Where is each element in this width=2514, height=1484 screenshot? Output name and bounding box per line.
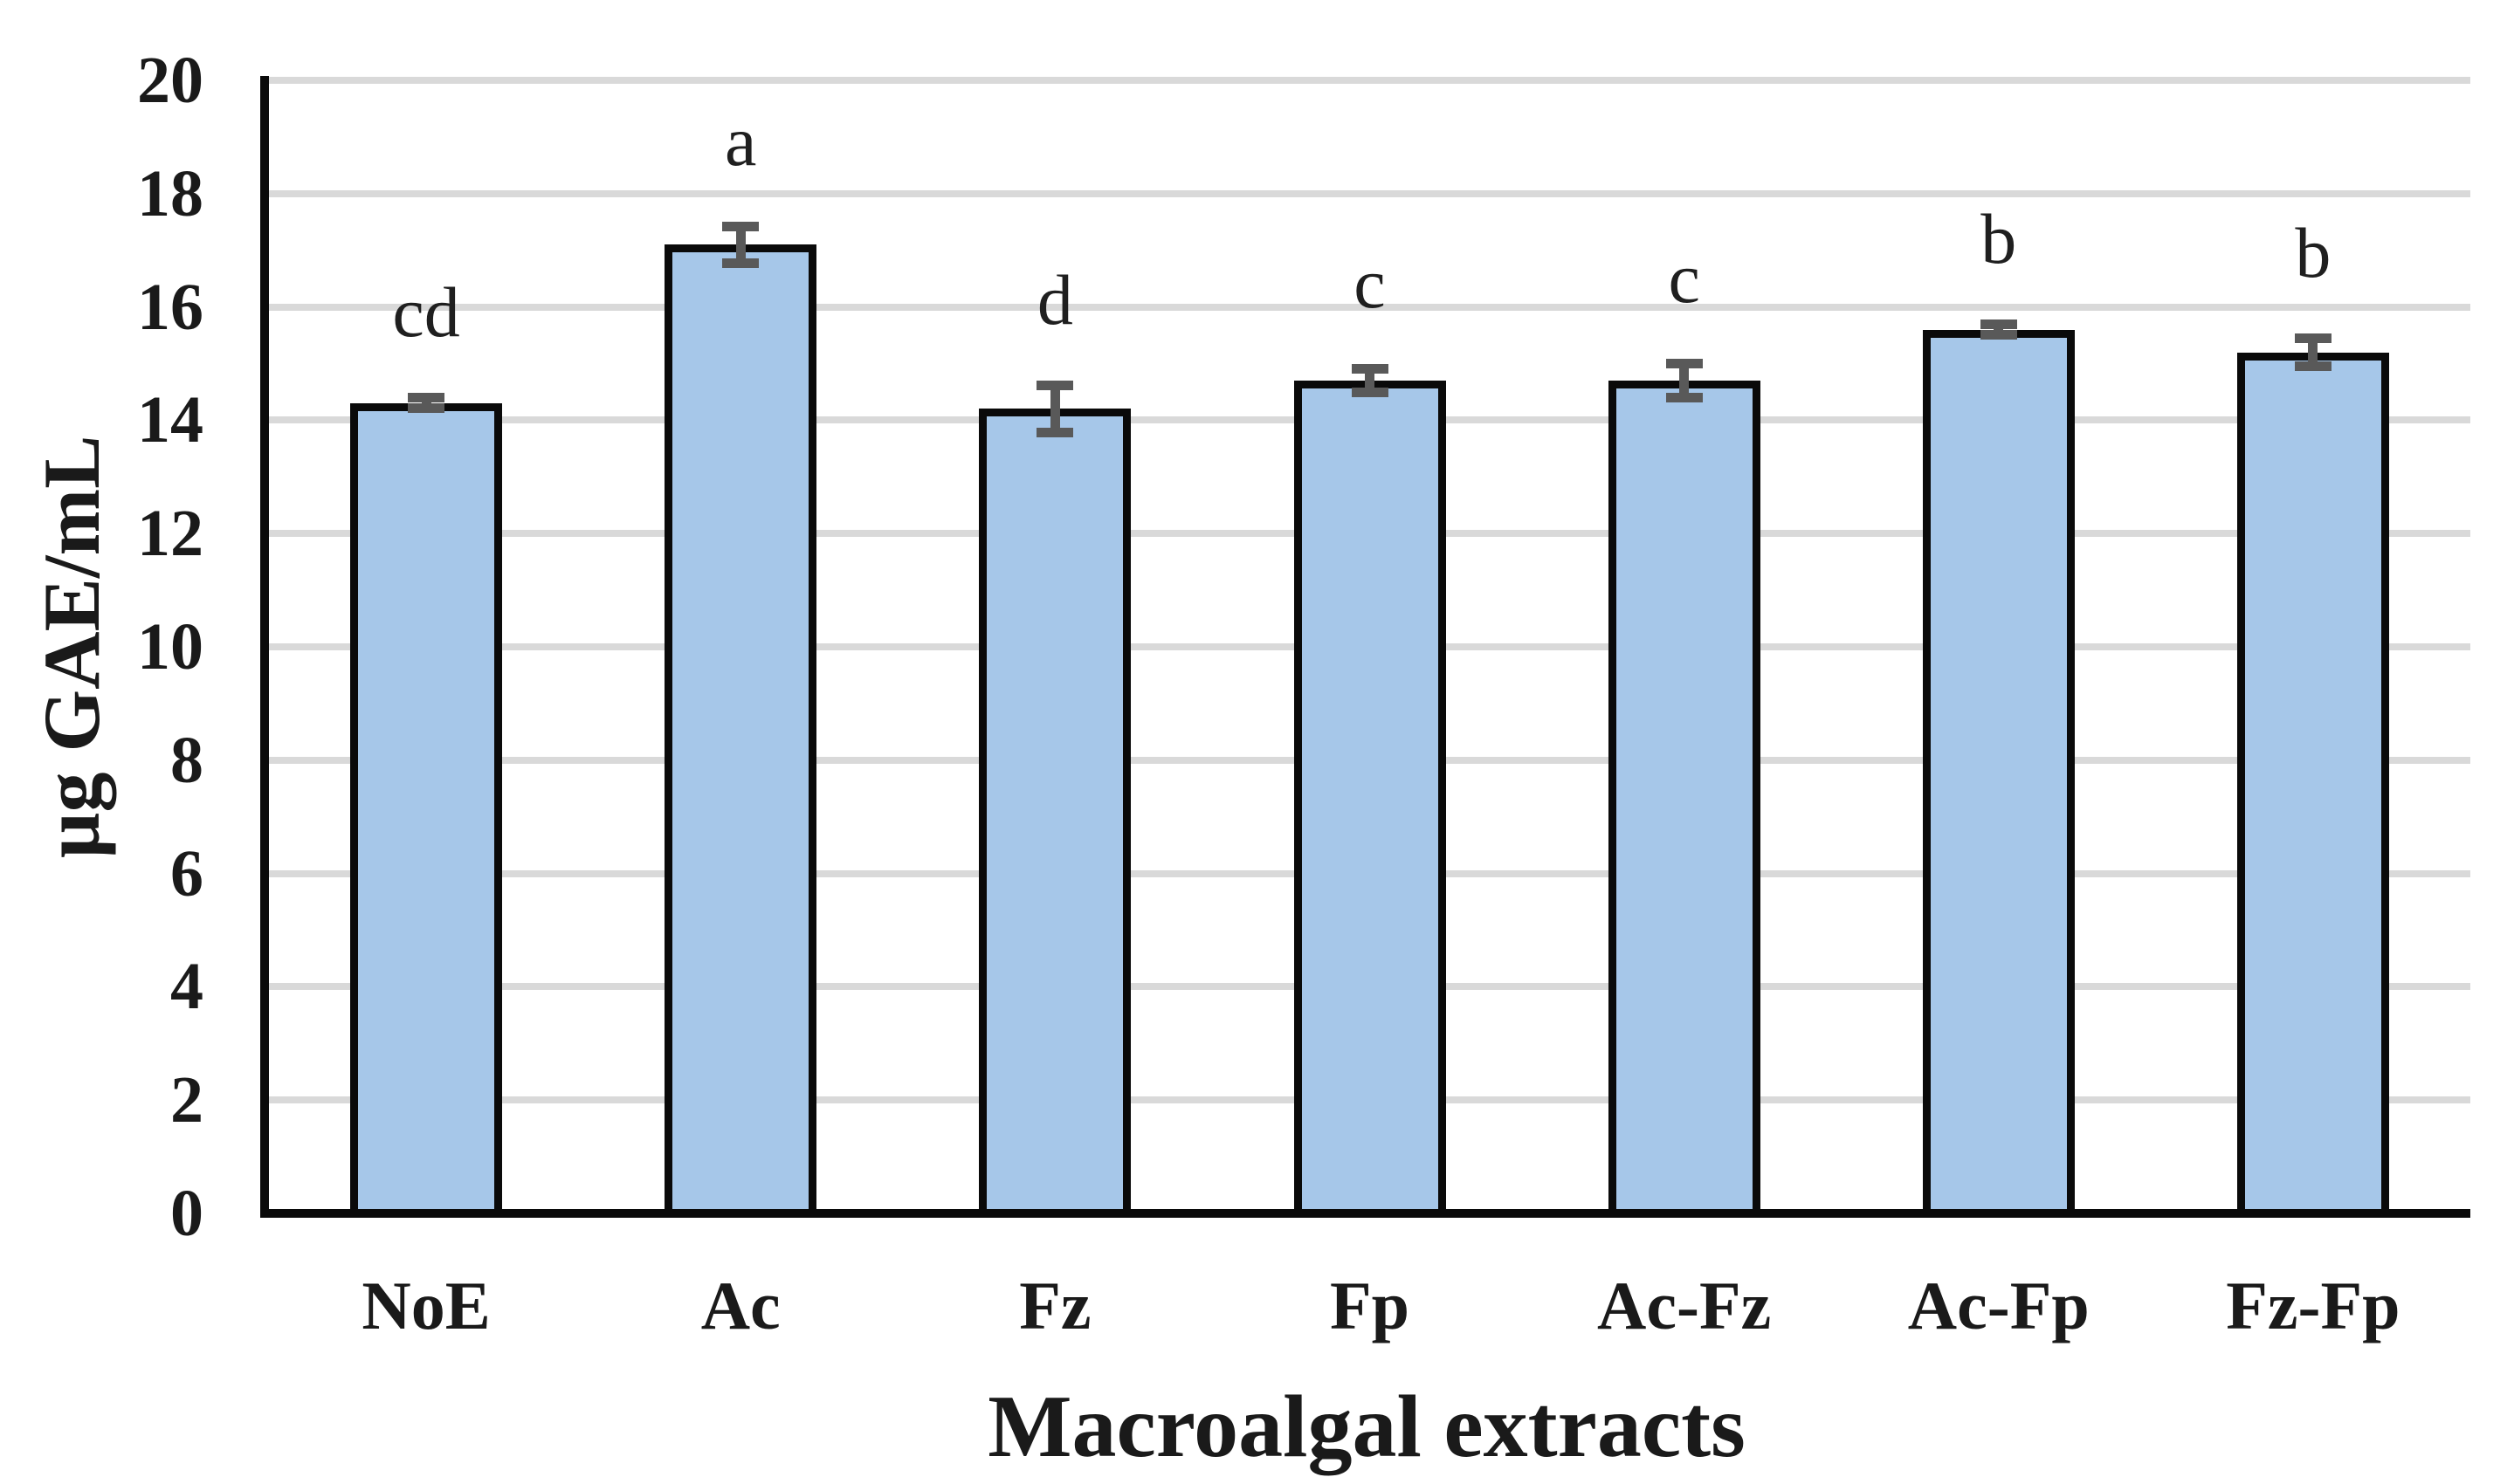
x-category-label: Ac-Fz xyxy=(1597,1268,1772,1343)
error-bar-cap-bottom xyxy=(1980,330,2017,340)
error-bar-line xyxy=(1994,324,2004,336)
error-bar-line xyxy=(735,225,746,264)
significance-letter: b xyxy=(2295,213,2331,293)
bar-Fz-Fp xyxy=(2236,352,2389,1217)
gridline xyxy=(269,189,2470,197)
error-bar-cap-top xyxy=(1980,319,2017,330)
x-axis-line xyxy=(260,1209,2470,1218)
y-tick-label: 14 xyxy=(137,383,203,457)
bar-Ac-Fz xyxy=(1608,380,1760,1217)
error-bar-cap-top xyxy=(408,393,445,403)
y-tick-label: 2 xyxy=(170,1063,203,1137)
gridline xyxy=(269,303,2470,311)
error-bar-cap-bottom xyxy=(2294,361,2331,371)
error-bar-cap-bottom xyxy=(1351,388,1388,398)
significance-letter: b xyxy=(1980,199,2017,279)
x-axis-title: Macroalgal extracts xyxy=(988,1378,1746,1476)
error-bar-cap-bottom xyxy=(722,258,760,268)
bar-Ac-Fp xyxy=(1922,329,2075,1217)
x-category-label: Fz-Fp xyxy=(2226,1268,2400,1343)
y-tick-label: 18 xyxy=(137,156,203,230)
x-category-label: Ac xyxy=(700,1268,781,1343)
error-bar-line xyxy=(1050,384,1060,434)
y-tick-label: 10 xyxy=(137,610,203,684)
error-bar-cap-bottom xyxy=(1037,428,1074,438)
y-tick-label: 4 xyxy=(170,950,203,1024)
x-category-label: Ac-Fp xyxy=(1907,1268,2090,1343)
y-tick-label: 20 xyxy=(137,44,203,117)
x-category-label: Fz xyxy=(1019,1268,1092,1343)
error-bar-line xyxy=(1679,362,1690,399)
y-tick-label: 12 xyxy=(137,497,203,571)
significance-letter: a xyxy=(725,100,757,181)
error-bar-line xyxy=(2308,338,2318,367)
error-bar-cap-bottom xyxy=(1665,393,1703,403)
x-category-label: Fp xyxy=(1329,1268,1410,1343)
bar-Fz xyxy=(979,409,1132,1217)
significance-letter: c xyxy=(1353,243,1386,323)
y-axis-line xyxy=(260,76,269,1218)
error-bar-cap-top xyxy=(1665,358,1703,368)
error-bar-cap-top xyxy=(722,221,760,231)
bar-NoE xyxy=(350,402,503,1217)
y-tick-label: 0 xyxy=(170,1177,203,1250)
significance-letter: c xyxy=(1668,237,1700,318)
y-tick-label: 6 xyxy=(170,836,203,910)
bar-Fp xyxy=(1293,380,1446,1217)
significance-letter: cd xyxy=(392,272,460,353)
error-bar-line xyxy=(1365,368,1374,394)
error-bar-line xyxy=(421,397,431,409)
significance-letter: d xyxy=(1037,259,1073,340)
gridline xyxy=(269,77,2470,84)
error-bar-cap-top xyxy=(2294,333,2331,344)
y-tick-label: 8 xyxy=(170,723,203,797)
error-bar-cap-top xyxy=(1037,380,1074,390)
error-bar-cap-top xyxy=(1351,363,1388,374)
y-tick-label: 16 xyxy=(137,270,203,344)
error-bar-cap-bottom xyxy=(408,403,445,414)
x-category-label: NoE xyxy=(362,1268,491,1343)
bar-Ac xyxy=(665,244,817,1217)
